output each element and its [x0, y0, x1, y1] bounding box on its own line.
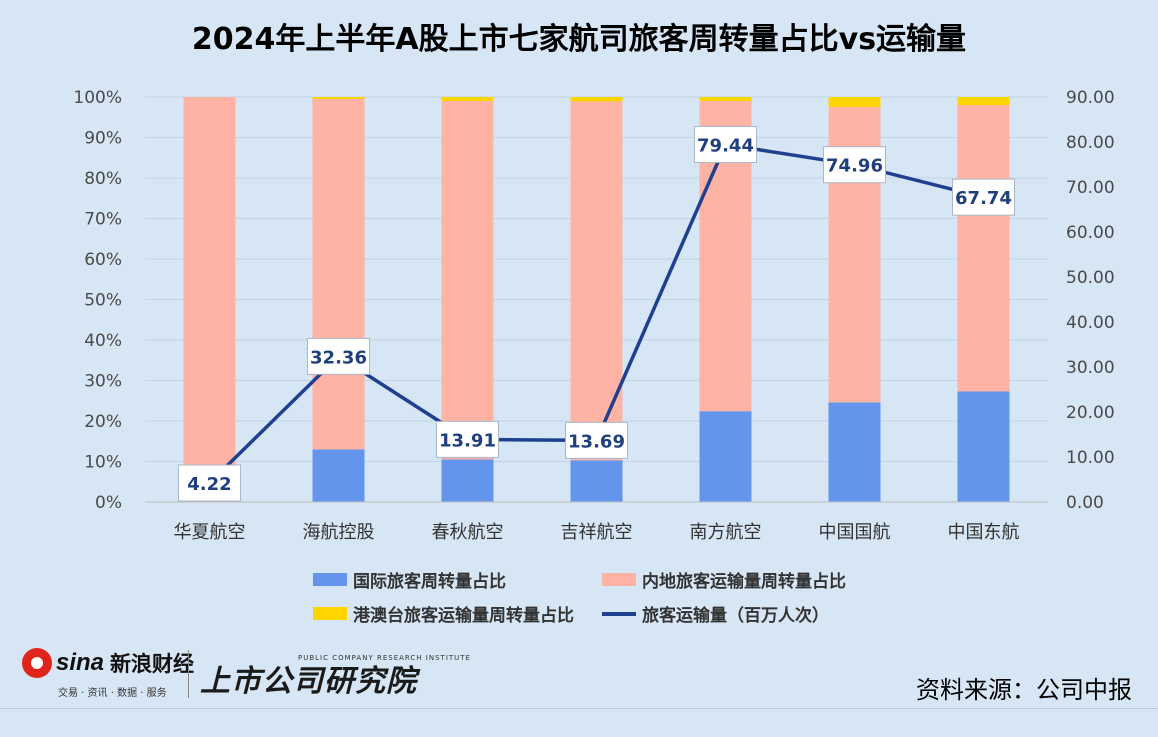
bar-segment [312, 97, 365, 100]
axes: 0% 10% 20% 30% 40% 50% 60% 70% 80% 90% 100% 0.00 10.… [73, 88, 1114, 543]
y-right-tick-label: 90.00 [1066, 88, 1115, 108]
bar-segment [441, 101, 494, 460]
bar-segment [570, 101, 623, 461]
y-left-tick-label: 40% [84, 331, 122, 351]
y-left-tick-label: 90% [84, 129, 122, 149]
legend-item-hmt: 港澳台旅客运输量周转量占比 [313, 601, 574, 626]
y-right-tick-label: 70.00 [1066, 178, 1115, 198]
bottom-divider [0, 708, 1158, 709]
legend-item-intl: 国际旅客周转量占比 [313, 567, 506, 592]
sina-wordmark: sina [56, 649, 105, 676]
bar-segment [957, 97, 1010, 106]
data-label-box [565, 421, 628, 459]
legend-swatch-hmt [313, 607, 347, 620]
data-label-box [307, 337, 370, 375]
bar-segment [312, 99, 365, 450]
y-right-tick-label: 50.00 [1066, 268, 1115, 288]
legend-label-intl: 国际旅客周转量占比 [353, 572, 506, 592]
y-left-tick-label: 20% [84, 412, 122, 432]
research-institute-english: PUBLIC COMPANY RESEARCH INSTITUTE [298, 654, 471, 662]
research-institute-logo: PUBLIC COMPANY RESEARCH INSTITUTE 上市公司研究… [200, 654, 470, 700]
data-label: 67.74 [955, 188, 1012, 209]
x-category-label: 海航控股 [303, 522, 375, 543]
x-category-label: 南方航空 [690, 522, 762, 543]
y-right-tick-label: 30.00 [1066, 358, 1115, 378]
legend-swatch-passengers [602, 611, 636, 616]
y-left-tick-label: 70% [84, 210, 122, 230]
bar-segment [699, 411, 752, 502]
bar-segment [441, 459, 494, 502]
y-left-tick-label: 100% [73, 88, 122, 108]
data-label: 32.36 [310, 347, 367, 368]
bar-segment [183, 97, 236, 497]
legend-label-hmt: 港澳台旅客运输量周转量占比 [353, 606, 574, 626]
data-label-box [694, 126, 757, 164]
research-institute-name: 上市公司研究院 [200, 664, 417, 699]
bar-segment [312, 449, 365, 502]
source-note: 资料来源：公司中报 [916, 676, 1132, 704]
bar-segment [957, 391, 1010, 502]
y-right-tick-label: 60.00 [1066, 223, 1115, 243]
sina-tagline: 交易 · 资讯 · 数据 · 服务 [58, 688, 167, 699]
bar-segment [570, 460, 623, 502]
data-label-box [823, 146, 886, 184]
logo-divider [188, 650, 189, 698]
x-category-label: 中国国航 [819, 522, 891, 543]
y-left-tick-label: 30% [84, 372, 122, 392]
x-category-label: 春秋航空 [432, 522, 504, 543]
data-label: 74.96 [826, 156, 883, 177]
x-category-label: 吉祥航空 [561, 522, 633, 543]
y-right-tick-label: 80.00 [1066, 133, 1115, 153]
data-label: 13.91 [439, 430, 496, 451]
data-label-box [952, 178, 1015, 216]
bar-segment [957, 105, 1010, 392]
y-right-tick-label: 10.00 [1066, 448, 1115, 468]
legend-item-passengers: 旅客运输量（百万人次） [602, 601, 829, 626]
sina-finance-logo: sina 新浪财经 交易 · 资讯 · 数据 · 服务 [22, 648, 195, 699]
y-left-tick-label: 80% [84, 169, 122, 189]
data-labels: 4.22 32.36 13.91 13.69 79.44 74.96 67.74 [178, 126, 1015, 502]
bar-segment [828, 402, 881, 502]
legend-item-domestic: 内地旅客运输量周转量占比 [602, 567, 846, 592]
bar-segment [570, 97, 623, 102]
x-category-label: 华夏航空 [174, 522, 246, 543]
bar-segment [828, 97, 881, 108]
data-label-box [436, 420, 499, 458]
chart-title: 2024年上半年A股上市七家航司旅客周转量占比vs运输量 [191, 22, 967, 57]
y-left-tick-label: 10% [84, 453, 122, 473]
data-label: 13.69 [568, 431, 625, 452]
y-left-tick-label: 50% [84, 291, 122, 311]
data-label-box [178, 464, 241, 502]
y-left-tick-label: 0% [95, 493, 122, 513]
x-category-label: 中国东航 [948, 522, 1020, 543]
y-right-tick-label: 40.00 [1066, 313, 1115, 333]
y-right-tick-label: 20.00 [1066, 403, 1115, 423]
bar-segment [441, 97, 494, 102]
y-right-tick-label: 0.00 [1066, 493, 1104, 513]
y-left-tick-label: 60% [84, 250, 122, 270]
sina-eye-icon [22, 648, 52, 678]
bar-segment [699, 97, 752, 102]
legend-label-domestic: 内地旅客运输量周转量占比 [642, 572, 846, 592]
data-label: 79.44 [697, 136, 754, 157]
legend-label-passengers: 旅客运输量（百万人次） [642, 606, 829, 626]
legend-swatch-intl [313, 573, 347, 586]
data-label: 4.22 [187, 474, 231, 495]
legend-swatch-domestic [602, 573, 636, 586]
sina-finance-name: 新浪财经 [110, 652, 195, 676]
